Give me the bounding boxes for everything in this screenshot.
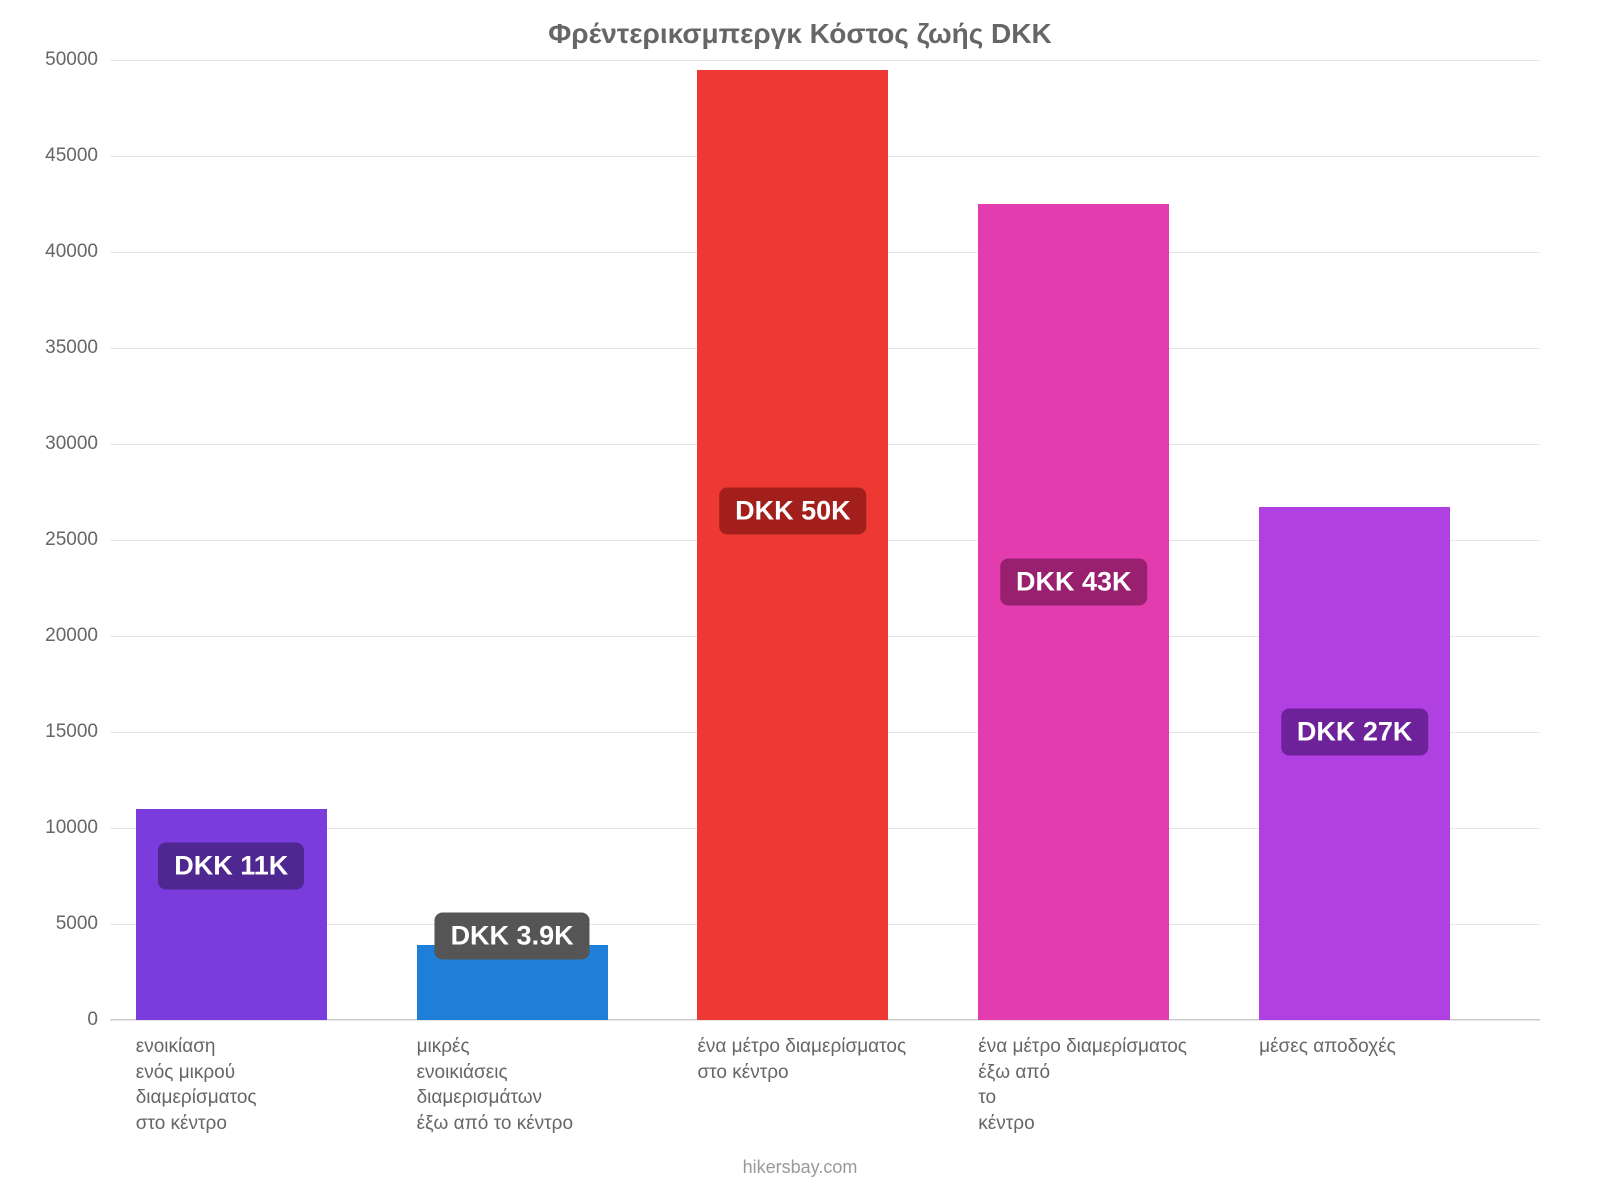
value-badge: DKK 3.9K [435,912,590,959]
x-axis-label: μικρέςενοικιάσειςδιαμερισμάτωνέξω από το… [417,1020,684,1137]
value-badge: DKK 43K [1000,559,1148,606]
x-axis-label: ένα μέτρο διαμερίσματοςστο κέντρο [697,1020,964,1085]
y-tick-label: 20000 [45,625,110,647]
y-tick-label: 15000 [45,721,110,743]
x-axis-label: ενοικίασηενός μικρούδιαμερίσματοςστο κέν… [136,1020,403,1137]
y-tick-label: 10000 [45,817,110,839]
chart-title: Φρέντερικσμπεργκ Κόστος ζωής DKK [0,18,1600,50]
grid-line [110,60,1540,61]
bar [697,70,888,1020]
bar [978,204,1169,1020]
x-axis-label: μέσες αποδοχές [1259,1020,1526,1060]
plot-area: 0500010000150002000025000300003500040000… [110,60,1540,1020]
y-tick-label: 0 [87,1009,110,1031]
y-tick-label: 5000 [56,913,110,935]
value-badge: DKK 27K [1281,709,1429,756]
attribution-text: hikersbay.com [0,1157,1600,1178]
x-axis-label: ένα μέτρο διαμερίσματοςέξω απότοκέντρο [978,1020,1245,1137]
bar [1259,507,1450,1020]
bar [136,809,327,1020]
y-tick-label: 35000 [45,337,110,359]
value-badge: DKK 50K [719,488,867,535]
y-tick-label: 30000 [45,433,110,455]
value-badge: DKK 11K [158,843,304,890]
y-tick-label: 45000 [45,145,110,167]
y-tick-label: 50000 [45,49,110,71]
chart-container: Φρέντερικσμπεργκ Κόστος ζωής DKK 0500010… [0,0,1600,1200]
y-tick-label: 25000 [45,529,110,551]
y-tick-label: 40000 [45,241,110,263]
